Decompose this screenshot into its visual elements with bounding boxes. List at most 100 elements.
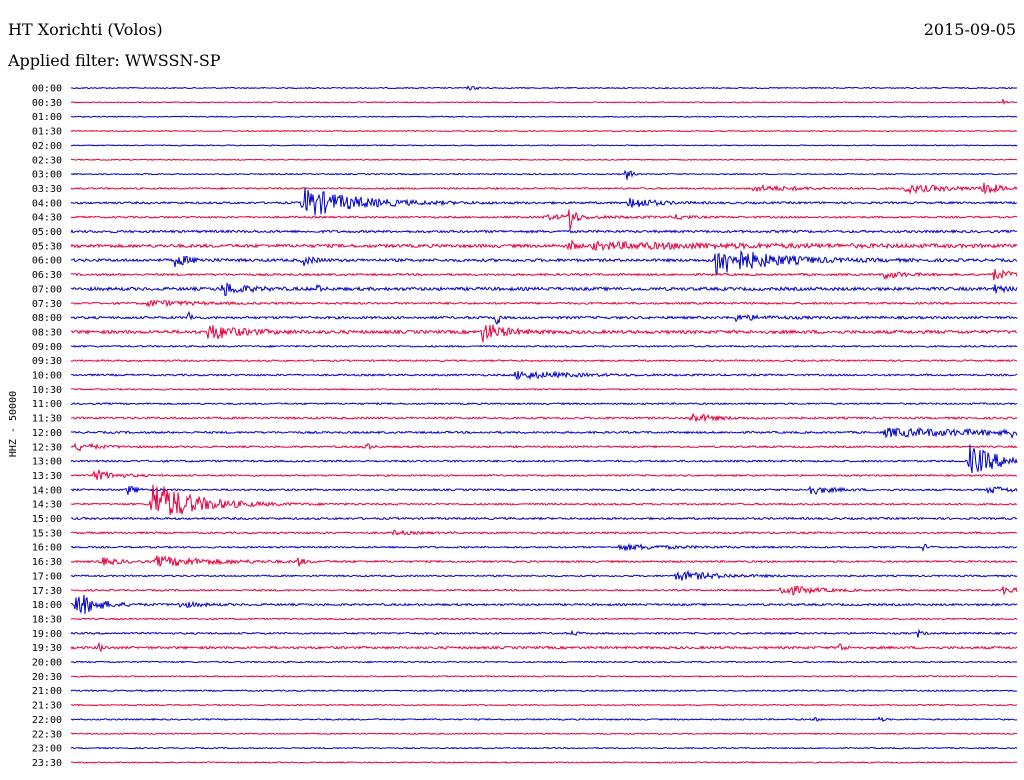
trace-line xyxy=(70,239,1018,252)
time-tick-label: 05:30 xyxy=(32,241,62,252)
time-tick-label: 15:00 xyxy=(32,514,62,525)
time-tick-label: 14:30 xyxy=(32,500,62,511)
time-tick-label: 03:30 xyxy=(32,184,62,195)
time-tick-label: 19:30 xyxy=(32,643,62,654)
trace-line xyxy=(70,209,1018,231)
seismogram-traces xyxy=(70,85,1018,764)
trace-line xyxy=(70,85,1018,91)
time-tick-label: 08:30 xyxy=(32,327,62,338)
time-tick-label: 08:00 xyxy=(32,313,62,324)
time-tick-labels: 00:00 00:30 01:00 01:30 02:00 02:30 03:00 03:30… xyxy=(32,84,62,769)
trace-line xyxy=(70,542,1018,553)
trace-line xyxy=(70,324,1018,343)
trace-line xyxy=(70,282,1018,296)
trace-line xyxy=(70,469,1018,480)
trace-line xyxy=(70,585,1018,596)
trace-line xyxy=(70,370,1018,381)
trace-line xyxy=(70,689,1018,693)
time-tick-label: 19:00 xyxy=(32,629,62,640)
time-tick-label: 02:00 xyxy=(32,141,62,152)
trace-line xyxy=(70,617,1018,621)
trace-line xyxy=(70,250,1018,276)
time-tick-label: 09:30 xyxy=(32,356,62,367)
trace-line xyxy=(70,344,1018,348)
time-tick-label: 14:00 xyxy=(32,485,62,496)
time-tick-label: 09:00 xyxy=(32,342,62,353)
time-tick-label: 01:30 xyxy=(32,127,62,138)
time-tick-label: 16:00 xyxy=(32,543,62,554)
trace-line xyxy=(70,594,1018,615)
time-tick-label: 02:30 xyxy=(32,155,62,166)
time-tick-label: 23:30 xyxy=(32,758,62,769)
trace-line xyxy=(70,115,1018,118)
trace-line xyxy=(70,402,1018,406)
trace-line xyxy=(70,413,1018,423)
trace-line xyxy=(70,569,1018,581)
trace-line xyxy=(70,746,1018,750)
time-tick-label: 11:00 xyxy=(32,399,62,410)
trace-line xyxy=(70,628,1018,638)
trace-line xyxy=(70,358,1018,363)
trace-line xyxy=(70,761,1018,764)
trace-line xyxy=(70,158,1018,161)
time-tick-label: 07:30 xyxy=(32,299,62,310)
time-tick-label: 10:30 xyxy=(32,385,62,396)
trace-line xyxy=(70,187,1018,216)
trace-line xyxy=(70,675,1018,678)
time-tick-label: 22:00 xyxy=(32,715,62,726)
y-axis-label: HHZ - 50000 xyxy=(8,391,19,457)
time-tick-label: 20:30 xyxy=(32,672,62,683)
trace-line xyxy=(70,703,1018,707)
trace-line xyxy=(70,484,1018,516)
time-tick-label: 06:30 xyxy=(32,270,62,281)
trace-line xyxy=(70,444,1018,474)
trace-line xyxy=(70,298,1018,308)
time-tick-label: 15:30 xyxy=(32,528,62,539)
time-tick-label: 04:30 xyxy=(32,213,62,224)
trace-line xyxy=(70,426,1018,439)
trace-line xyxy=(70,182,1018,195)
trace-line xyxy=(70,310,1018,326)
trace-line xyxy=(70,555,1018,568)
trace-line xyxy=(70,641,1018,653)
time-tick-label: 18:30 xyxy=(32,614,62,625)
trace-line xyxy=(70,387,1018,391)
time-tick-label: 00:00 xyxy=(32,84,62,95)
trace-line xyxy=(70,229,1018,234)
time-tick-label: 17:30 xyxy=(32,586,62,597)
plot-date: 2015-09-05 xyxy=(923,20,1016,39)
trace-line xyxy=(70,98,1018,105)
time-tick-label: 12:30 xyxy=(32,442,62,453)
trace-line xyxy=(70,129,1018,133)
trace-line xyxy=(70,269,1018,281)
trace-line xyxy=(70,660,1018,664)
trace-line xyxy=(70,732,1018,736)
time-tick-label: 13:00 xyxy=(32,457,62,468)
time-tick-label: 11:30 xyxy=(32,414,62,425)
time-tick-label: 06:00 xyxy=(32,256,62,267)
time-tick-label: 21:30 xyxy=(32,701,62,712)
trace-line xyxy=(70,442,1018,452)
time-tick-label: 20:00 xyxy=(32,658,62,669)
trace-line xyxy=(70,144,1018,147)
time-tick-label: 10:00 xyxy=(32,371,62,382)
station-title: HT Xorichti (Volos) xyxy=(8,20,163,39)
time-tick-label: 23:00 xyxy=(32,744,62,755)
time-tick-label: 04:00 xyxy=(32,198,62,209)
filter-label: Applied filter: WWSSN-SP xyxy=(8,51,221,70)
time-tick-label: 17:00 xyxy=(32,571,62,582)
trace-line xyxy=(70,516,1018,521)
trace-line xyxy=(70,169,1018,180)
time-tick-label: 16:30 xyxy=(32,557,62,568)
time-tick-label: 18:00 xyxy=(32,600,62,611)
time-tick-label: 00:30 xyxy=(32,98,62,109)
trace-line xyxy=(70,529,1018,536)
time-tick-label: 22:30 xyxy=(32,729,62,740)
time-tick-label: 07:00 xyxy=(32,284,62,295)
trace-line xyxy=(70,485,1018,495)
time-tick-label: 03:00 xyxy=(32,170,62,181)
time-tick-label: 13:30 xyxy=(32,471,62,482)
time-tick-label: 05:00 xyxy=(32,227,62,238)
time-tick-label: 01:00 xyxy=(32,112,62,123)
time-tick-label: 21:00 xyxy=(32,686,62,697)
